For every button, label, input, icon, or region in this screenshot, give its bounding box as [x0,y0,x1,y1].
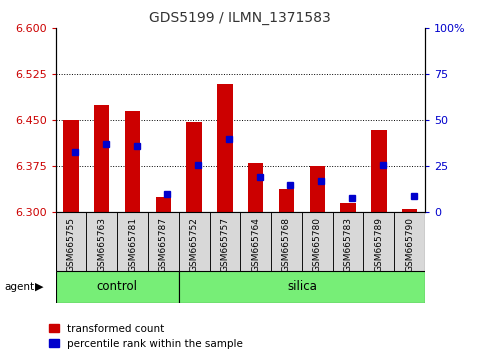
Bar [341,203,356,212]
Text: GSM665781: GSM665781 [128,217,137,272]
Text: agent: agent [5,282,35,292]
Bar [179,271,425,303]
Bar [210,212,240,271]
Text: GSM665768: GSM665768 [282,217,291,272]
Bar [364,212,394,271]
Legend: transformed count, percentile rank within the sample: transformed count, percentile rank withi… [49,324,243,349]
Text: control: control [97,280,138,293]
Title: GDS5199 / ILMN_1371583: GDS5199 / ILMN_1371583 [149,11,331,24]
Bar [94,105,110,212]
Bar [56,212,86,271]
Text: GSM665790: GSM665790 [405,217,414,272]
Bar [217,84,233,212]
Bar [117,212,148,271]
Bar [394,212,425,271]
Bar [302,212,333,271]
Bar [371,130,386,212]
Text: ▶: ▶ [35,282,44,292]
Bar [179,212,210,271]
Bar [333,212,364,271]
Bar [125,111,140,212]
Text: GSM665789: GSM665789 [374,217,384,272]
Text: GSM665755: GSM665755 [67,217,75,272]
Text: GSM665780: GSM665780 [313,217,322,272]
Text: GSM665787: GSM665787 [159,217,168,272]
Text: GSM665763: GSM665763 [97,217,106,272]
Bar [248,163,263,212]
Text: silica: silica [287,280,317,293]
Bar [56,271,179,303]
Bar [186,121,202,212]
Bar [402,209,417,212]
Text: GSM665764: GSM665764 [251,217,260,272]
Bar [156,197,171,212]
Text: GSM665783: GSM665783 [343,217,353,272]
Bar [240,212,271,271]
Bar [271,212,302,271]
Bar [148,212,179,271]
Bar [310,166,325,212]
Bar [63,120,79,212]
Text: GSM665752: GSM665752 [190,217,199,272]
Bar [279,189,294,212]
Bar [86,212,117,271]
Text: GSM665757: GSM665757 [220,217,229,272]
